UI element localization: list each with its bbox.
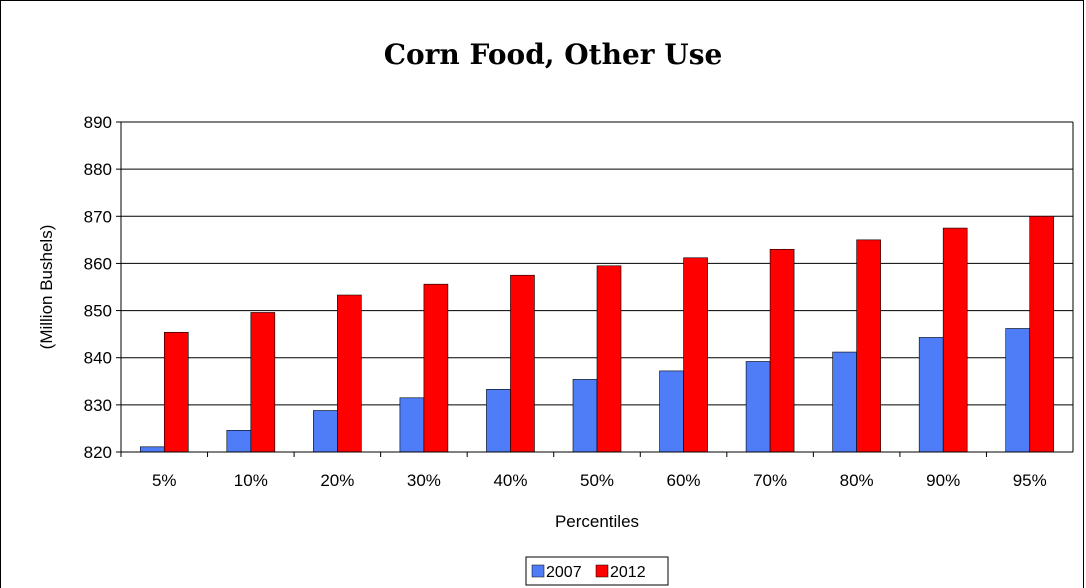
bar-2007-30pct (399, 397, 425, 453)
bar-2012-70pct (769, 248, 795, 453)
y-tick-label: 820 (84, 443, 112, 462)
bar-2012-10pct (250, 312, 276, 453)
legend-swatch-2007 (531, 564, 545, 578)
x-tick-label: 95% (1013, 471, 1047, 490)
legend-swatch-2012 (595, 564, 609, 578)
legend-label-2007: 2007 (546, 564, 582, 581)
y-tick-label: 860 (84, 254, 112, 273)
y-tick-label: 830 (84, 396, 112, 415)
bar-2012-95pct (1029, 215, 1055, 453)
bar-2007-70pct (745, 361, 771, 453)
y-tick-labels: 820 830 840 850 860 870 880 890 (84, 113, 121, 462)
x-tick-labels: 5% 10% 20% 30% 40% 50% 60% 70% 80% 90% 95% (120, 452, 1047, 490)
legend-label-2012: 2012 (610, 564, 646, 581)
x-tick-label: 40% (493, 471, 527, 490)
bar-2007-5pct (139, 446, 165, 453)
bar-2012-50pct (596, 265, 622, 453)
x-tick-label: 70% (753, 471, 787, 490)
x-tick-label: 5% (152, 471, 177, 490)
y-tick-label: 840 (84, 349, 112, 368)
axes (120, 122, 1074, 453)
bar-2012-20pct (337, 294, 362, 453)
x-tick-label: 80% (840, 471, 874, 490)
bar-2007-60pct (659, 370, 684, 453)
bar-2012-90pct (942, 227, 968, 453)
legend: 2007 2012 (525, 556, 669, 586)
bar-2012-80pct (856, 239, 881, 453)
bar-2012-30pct (423, 283, 449, 453)
bar-2012-40pct (510, 274, 535, 453)
bar-2007-20pct (313, 410, 338, 453)
x-tick-label: 60% (667, 471, 701, 490)
bar-2012-60pct (683, 257, 708, 453)
x-tick-label: 30% (407, 471, 441, 490)
bar-2007-90pct (918, 337, 944, 453)
bar-2007-10pct (226, 430, 252, 453)
x-axis-label: Percentiles (555, 512, 639, 531)
y-tick-label: 880 (84, 160, 112, 179)
y-tick-label: 850 (84, 302, 112, 321)
chart-title: Corn Food, Other Use (384, 38, 723, 71)
x-tick-label: 10% (234, 471, 268, 490)
bars (139, 215, 1055, 453)
y-tick-label: 870 (84, 207, 112, 226)
x-tick-label: 20% (320, 471, 354, 490)
x-tick-label: 90% (926, 471, 960, 490)
bar-2007-95pct (1005, 328, 1031, 453)
bar-2007-40pct (486, 388, 511, 453)
y-axis-label: (Million Bushels) (37, 225, 56, 350)
bar-2007-80pct (832, 351, 857, 453)
y-tick-label: 890 (84, 113, 112, 132)
bar-2012-5pct (163, 331, 189, 453)
bar-2007-50pct (572, 379, 598, 453)
x-tick-label: 50% (580, 471, 614, 490)
